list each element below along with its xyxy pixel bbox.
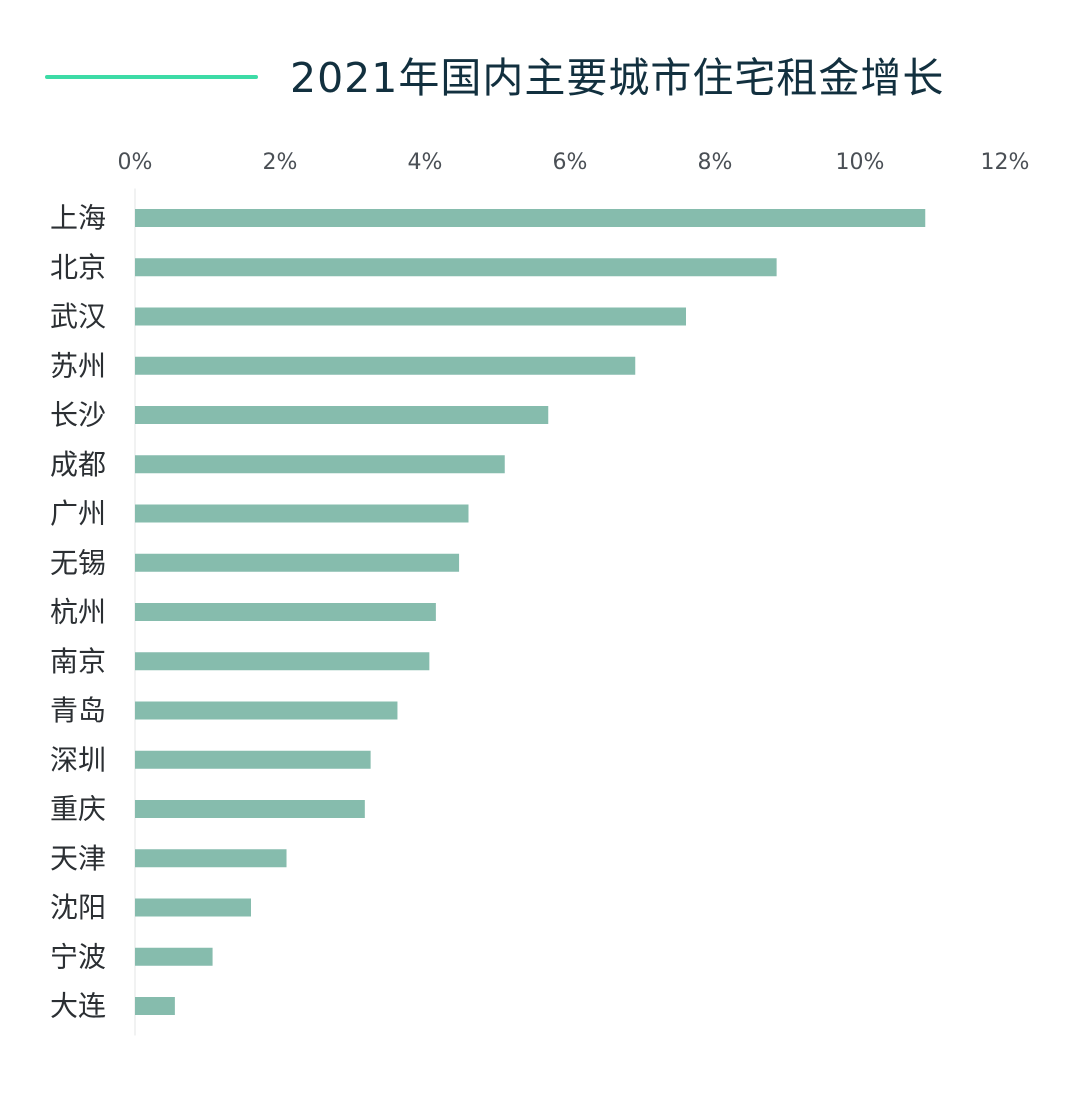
category-label: 沈阳: [50, 891, 106, 924]
category-label: 苏州: [50, 349, 106, 382]
bar: [135, 258, 777, 277]
bar: [135, 553, 460, 572]
category-label: 重庆: [50, 793, 106, 826]
x-tick-label: 6%: [553, 150, 588, 175]
category-label: 武汉: [50, 300, 106, 333]
category-label: 青岛: [50, 694, 106, 727]
category-label: 宁波: [50, 940, 106, 973]
bar: [135, 652, 430, 671]
category-label: 大连: [50, 990, 106, 1023]
bar: [135, 701, 398, 720]
category-label: 广州: [50, 497, 106, 530]
bar: [135, 356, 636, 375]
bar: [135, 406, 549, 424]
bar: [135, 504, 469, 523]
x-tick-label: 8%: [698, 150, 733, 175]
category-label: 北京: [50, 251, 106, 284]
x-tick-label: 12%: [981, 150, 1030, 175]
category-label: 上海: [50, 202, 106, 235]
category-label: 杭州: [50, 596, 106, 629]
x-tick-label: 4%: [408, 150, 443, 175]
x-tick-label: 0%: [118, 150, 153, 175]
category-label: 无锡: [50, 546, 106, 579]
bar: [135, 455, 505, 474]
bar: [135, 800, 365, 818]
bar: [135, 898, 251, 917]
bar: [135, 997, 175, 1015]
title-accent-line: [45, 75, 258, 79]
bar: [135, 849, 287, 868]
bar: [135, 947, 213, 966]
category-label: 成都: [50, 448, 106, 481]
chart-title: 2021年国内主要城市住宅租金增长: [290, 54, 945, 102]
bar: [135, 209, 926, 227]
category-label: 长沙: [50, 399, 106, 432]
category-label: 南京: [50, 645, 106, 678]
category-label: 天津: [50, 842, 106, 875]
bar: [135, 307, 686, 326]
bar: [135, 750, 371, 769]
x-tick-label: 10%: [836, 150, 885, 175]
category-label: 深圳: [50, 743, 106, 776]
x-tick-label: 2%: [263, 150, 298, 175]
bar: [135, 603, 436, 621]
